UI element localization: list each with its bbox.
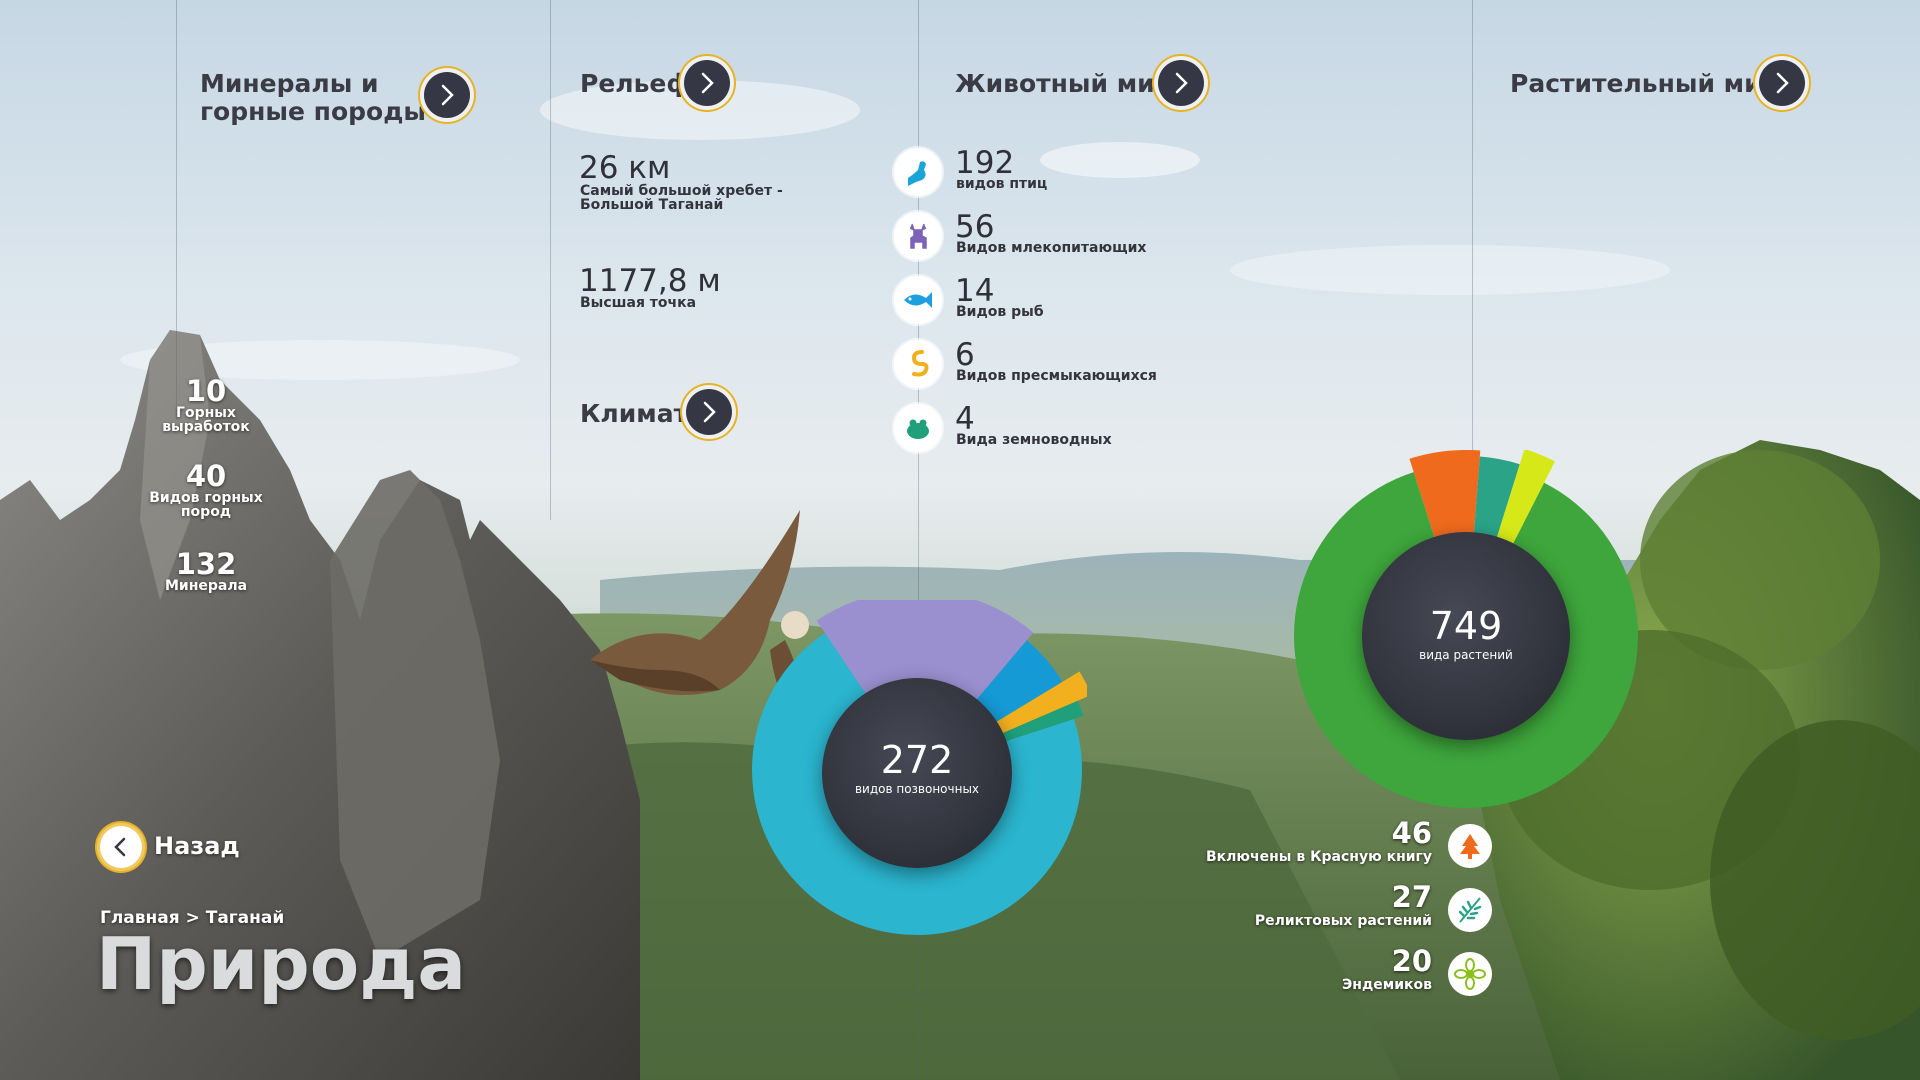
chevron-right-icon bbox=[703, 401, 716, 423]
highest-point-label: Высшая точка bbox=[580, 295, 697, 311]
ridge-length-label: Большой Таганай bbox=[580, 197, 724, 213]
fish-icon bbox=[894, 276, 942, 324]
fauna-label: Видов пресмыкающихся bbox=[956, 368, 1157, 384]
section-title-minerals: Минералы и горные породы bbox=[200, 70, 426, 126]
vertebrates-donut-center: 272 видов позвоночных bbox=[822, 678, 1012, 868]
rock-stat-value: 10 bbox=[185, 374, 227, 408]
plant-stat-value: 46 bbox=[1391, 816, 1432, 850]
donut-segment-0 bbox=[1294, 472, 1638, 808]
section-title-climate: Климат bbox=[580, 399, 689, 428]
ridge-length-label: Самый большой хребет - bbox=[580, 183, 783, 199]
plant-stat-label: Эндемиков bbox=[1342, 977, 1432, 993]
fauna-value: 6 bbox=[955, 337, 975, 373]
rock-stat-label: Горных bbox=[176, 405, 236, 421]
vertebrates-total-label: видов позвоночных bbox=[854, 782, 980, 796]
fauna-value: 56 bbox=[955, 209, 995, 245]
rock-stat-label: Минерала bbox=[164, 578, 248, 594]
chevron-right-icon bbox=[1175, 72, 1188, 94]
snake-icon bbox=[894, 340, 942, 388]
rock-stat-value: 132 bbox=[175, 547, 237, 581]
fauna-label: Видов рыб bbox=[956, 304, 1044, 320]
breadcrumb[interactable]: Главная > Таганай bbox=[100, 908, 285, 928]
plants-total-label: вида растений bbox=[1419, 648, 1513, 662]
vertebrates-total-value: 272 bbox=[880, 738, 954, 782]
fauna-more-button[interactable] bbox=[1158, 60, 1204, 106]
rock-stat-value: 40 bbox=[185, 459, 227, 493]
section-title-relief: Рельеф bbox=[580, 69, 692, 98]
flora-more-button[interactable] bbox=[1759, 60, 1805, 106]
section-title-fauna: Животный мир bbox=[955, 69, 1173, 98]
fauna-label: видов птиц bbox=[956, 176, 1048, 192]
chevron-right-icon bbox=[1776, 72, 1789, 94]
fauna-value: 14 bbox=[955, 273, 995, 309]
rock-stat-label: пород bbox=[180, 504, 232, 520]
divider-line bbox=[550, 0, 551, 520]
fauna-value: 4 bbox=[955, 401, 975, 437]
climate-more-button[interactable] bbox=[686, 389, 732, 435]
endemic-flower-icon bbox=[1448, 952, 1492, 996]
fern-icon bbox=[1448, 888, 1492, 932]
rock-stat-label: выработок bbox=[162, 419, 250, 435]
chevron-right-icon bbox=[441, 84, 454, 106]
plant-stat-label: Реликтовых растений bbox=[1254, 913, 1432, 929]
fauna-label: Видов млекопитающих bbox=[956, 240, 1147, 256]
ridge-length-value: 26 км bbox=[579, 150, 671, 186]
plants-total-value: 749 bbox=[1429, 604, 1503, 648]
divider-line bbox=[918, 0, 919, 1080]
chevron-left-icon bbox=[114, 837, 126, 857]
bird-icon bbox=[894, 148, 942, 196]
back-button[interactable] bbox=[100, 826, 142, 868]
rock-stat-label: Видов горных bbox=[149, 490, 263, 506]
section-title-flora: Растительный мир bbox=[1510, 69, 1780, 98]
plant-stat-label: Включены в Красную книгу bbox=[1205, 849, 1432, 865]
page-title: Природа bbox=[96, 922, 466, 1006]
deer-icon bbox=[894, 212, 942, 260]
plant-stat-value: 20 bbox=[1391, 944, 1432, 978]
red-book-tree-icon bbox=[1448, 824, 1492, 868]
fauna-label: Вида земноводных bbox=[956, 432, 1112, 448]
fauna-value: 192 bbox=[955, 145, 1015, 181]
chevron-right-icon bbox=[701, 72, 714, 94]
highest-point-value: 1177,8 м bbox=[579, 263, 721, 299]
divider-line bbox=[1472, 0, 1473, 470]
title-line: горные породы bbox=[200, 97, 426, 126]
title-line: Минералы и bbox=[200, 69, 379, 98]
frog-icon bbox=[894, 404, 942, 452]
divider-line bbox=[176, 0, 177, 420]
minerals-more-button[interactable] bbox=[424, 72, 470, 118]
relief-more-button[interactable] bbox=[684, 60, 730, 106]
donut-segment-0 bbox=[752, 633, 1082, 935]
back-label[interactable]: Назад bbox=[154, 832, 240, 860]
plants-donut-center: 749 вида растений bbox=[1362, 532, 1570, 740]
plant-stat-value: 27 bbox=[1391, 880, 1432, 914]
